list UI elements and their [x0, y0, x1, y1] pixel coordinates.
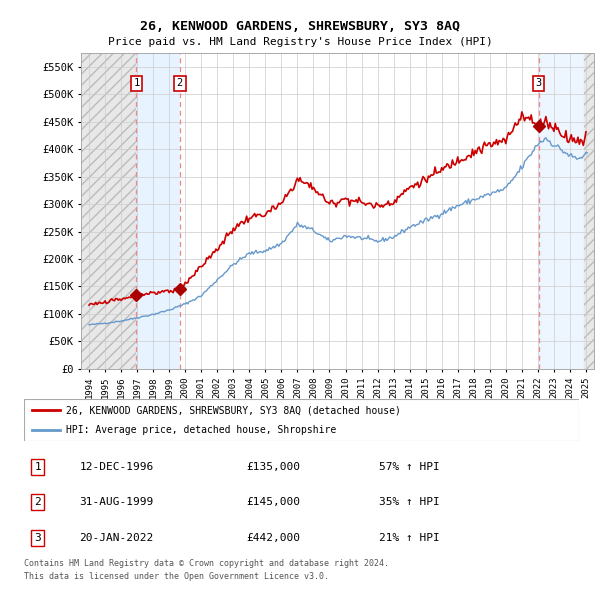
Bar: [81, 53, 136, 369]
FancyBboxPatch shape: [24, 399, 579, 441]
Bar: [539, 53, 584, 369]
Bar: [136, 53, 180, 369]
Text: 1: 1: [133, 78, 140, 88]
Text: £135,000: £135,000: [246, 462, 300, 472]
Text: £442,000: £442,000: [246, 533, 300, 543]
Text: HPI: Average price, detached house, Shropshire: HPI: Average price, detached house, Shro…: [65, 425, 336, 435]
Text: 2: 2: [35, 497, 41, 507]
Bar: [81, 53, 136, 369]
Text: 3: 3: [35, 533, 41, 543]
Text: 21% ↑ HPI: 21% ↑ HPI: [379, 533, 440, 543]
Text: 20-JAN-2022: 20-JAN-2022: [79, 533, 154, 543]
Bar: [180, 53, 539, 369]
Text: 2: 2: [176, 78, 183, 88]
Text: Contains HM Land Registry data © Crown copyright and database right 2024.: Contains HM Land Registry data © Crown c…: [24, 559, 389, 568]
Text: Price paid vs. HM Land Registry's House Price Index (HPI): Price paid vs. HM Land Registry's House …: [107, 37, 493, 47]
Text: This data is licensed under the Open Government Licence v3.0.: This data is licensed under the Open Gov…: [24, 572, 329, 581]
Text: 57% ↑ HPI: 57% ↑ HPI: [379, 462, 440, 472]
Bar: [584, 53, 594, 369]
Text: 35% ↑ HPI: 35% ↑ HPI: [379, 497, 440, 507]
Text: 26, KENWOOD GARDENS, SHREWSBURY, SY3 8AQ: 26, KENWOOD GARDENS, SHREWSBURY, SY3 8AQ: [140, 20, 460, 33]
Text: 12-DEC-1996: 12-DEC-1996: [79, 462, 154, 472]
Text: 31-AUG-1999: 31-AUG-1999: [79, 497, 154, 507]
Text: £145,000: £145,000: [246, 497, 300, 507]
Text: 1: 1: [35, 462, 41, 472]
Text: 3: 3: [536, 78, 542, 88]
Bar: [584, 53, 594, 369]
Text: 26, KENWOOD GARDENS, SHREWSBURY, SY3 8AQ (detached house): 26, KENWOOD GARDENS, SHREWSBURY, SY3 8AQ…: [65, 405, 401, 415]
